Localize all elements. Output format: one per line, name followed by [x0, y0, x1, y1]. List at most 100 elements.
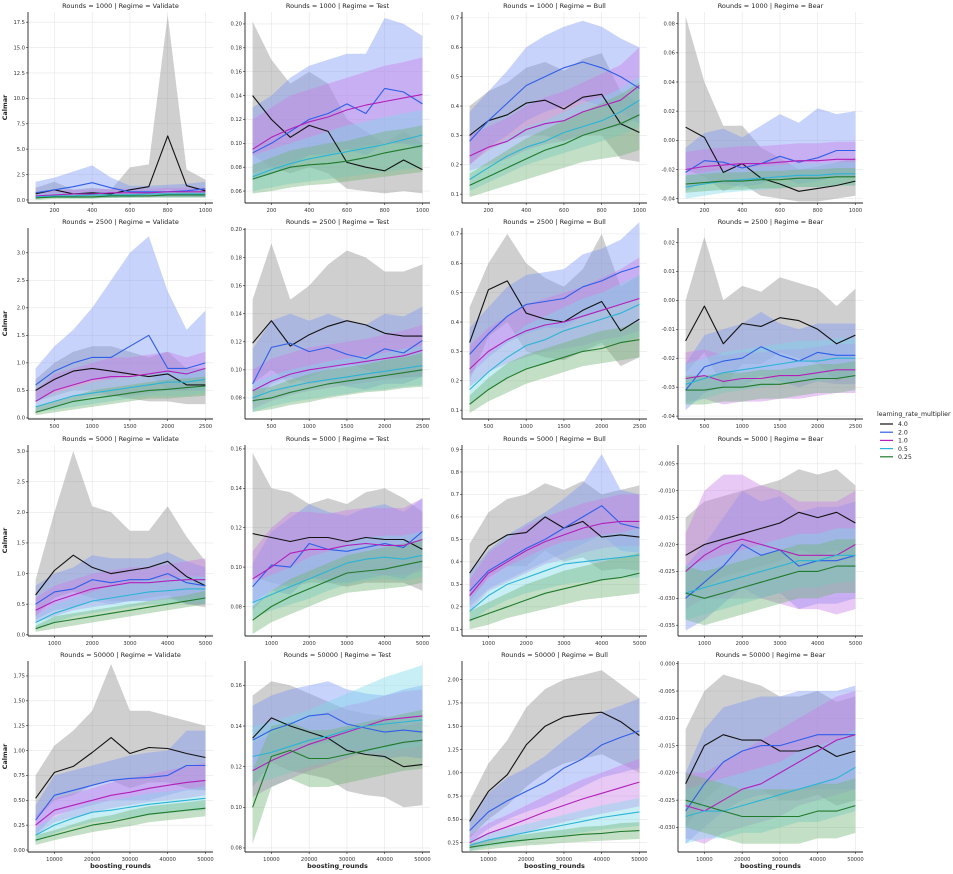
series-line-2.0 — [685, 543, 856, 599]
y-tick-label: 0.02 — [663, 240, 675, 246]
y-tick-label: -0.010 — [658, 489, 675, 495]
y-tick-label: 0.10 — [230, 368, 242, 374]
y-tick-label: 17.5 — [13, 20, 25, 26]
band-0.5 — [252, 665, 423, 783]
x-tick-label: 400 — [737, 208, 747, 214]
series-line-4.0 — [252, 533, 423, 550]
y-tick-label: 0.5 — [451, 74, 459, 80]
legend-label-4.0: 4.0 — [898, 421, 908, 428]
y-tick-label: 0.16 — [230, 283, 242, 289]
series-line-4.0 — [469, 93, 640, 136]
y-tick-label: 0.3 — [451, 349, 459, 355]
x-tick-label: 1500 — [557, 424, 570, 430]
y-tick-label: -0.030 — [658, 825, 675, 831]
y-tick-label: 0.5 — [451, 537, 459, 543]
y-tick-label: 0.1 — [451, 408, 459, 414]
panel-12: 1000 2000 3000 4000 5000 -0.035 -0.030 -0.025 -0… — [658, 435, 863, 647]
band-4.0 — [685, 16, 856, 202]
y-tick-label: 0.5 — [17, 388, 25, 394]
series-line-4.0 — [685, 305, 856, 345]
band-1.0 — [469, 494, 640, 612]
x-tick-label: 1000 — [698, 641, 711, 647]
band-2.0 — [469, 698, 640, 843]
band-0.5 — [685, 729, 856, 844]
y-tick-label: 0.1 — [451, 627, 459, 633]
y-tick-label: 0.01 — [663, 269, 675, 275]
series-line-1.0 — [35, 191, 206, 197]
x-tick-label: 50000 — [631, 857, 648, 863]
x-tick-label: 500 — [483, 424, 493, 430]
x-tick-label: 20000 — [518, 857, 535, 863]
series-line-2.0 — [35, 334, 206, 386]
series-line-0.25 — [35, 385, 206, 413]
y-tick-label: 0.08 — [230, 396, 242, 402]
x-tick-label: 1000 — [633, 208, 646, 214]
panel-title: Rounds = 5000 | Regime = Test — [286, 435, 390, 443]
series-line-0.5 — [469, 99, 640, 180]
series-line-0.5 — [252, 134, 423, 178]
band-2.0 — [469, 20, 640, 165]
panel-title: Rounds = 5000 | Regime = Bear — [718, 435, 824, 443]
panel-title: Rounds = 5000 | Regime = Validate — [62, 435, 179, 443]
y-tick-label: 2.5 — [17, 278, 25, 284]
series-line-1.0 — [252, 538, 423, 580]
band-2.0 — [35, 165, 206, 198]
y-tick-label: 0.16 — [230, 69, 242, 75]
x-tick-label: 600 — [125, 208, 135, 214]
panel-title: Rounds = 2500 | Regime = Bull — [503, 218, 606, 226]
series-line-4.0 — [469, 711, 640, 822]
panel-11: 1000 2000 3000 4000 5000 0.1 0.2 0.3 0.4 0.5 0.6 0.… — [451, 435, 647, 647]
x-tick-label: 40000 — [593, 857, 610, 863]
series-line-2.0 — [469, 61, 640, 142]
y-tick-label: 0.75 — [13, 773, 25, 779]
band-4.0 — [252, 243, 423, 384]
series-line-1.0 — [469, 297, 640, 370]
y-tick-label: 0.7 — [451, 232, 459, 238]
x-tick-label: 40000 — [376, 857, 393, 863]
series-line-2.0 — [469, 505, 640, 592]
series-line-1.0 — [35, 579, 206, 611]
x-tick-label: 1000 — [736, 424, 749, 430]
y-tick-label: 0.2 — [451, 605, 459, 611]
y-tick-label: 0.00 — [663, 138, 675, 144]
panel-8: 500 1000 1500 2000 2500 -0.04 -0.03 -0.02 -0.01 0… — [662, 218, 863, 430]
x-tick-label: 800 — [163, 208, 173, 214]
y-tick-label: 1.75 — [447, 701, 459, 707]
x-tick-label: 1000 — [482, 641, 495, 647]
band-1.0 — [252, 689, 423, 798]
y-tick-label: 0.25 — [13, 823, 25, 829]
panel-15: 10000 20000 30000 40000 50000 0.25 0.50 0.75 1.0… — [447, 651, 647, 870]
y-tick-label: 0.50 — [13, 798, 25, 804]
y-tick-label: 0.5 — [451, 290, 459, 296]
x-tick-label: 10000 — [480, 857, 497, 863]
y-tick-label: 0.12 — [230, 117, 242, 123]
y-axis-label: Calmar — [1, 94, 9, 121]
series-line-4.0 — [685, 511, 856, 556]
band-0.25 — [35, 800, 206, 845]
band-4.0 — [35, 664, 206, 821]
band-0.5 — [35, 576, 206, 629]
x-tick-label: 1000 — [849, 208, 862, 214]
series-line-0.25 — [685, 565, 856, 599]
x-tick-label: 5000 — [416, 641, 429, 647]
panel-4: 200 400 600 800 1000 -0.04 -0.02 0.00 0.02 0.04 0.… — [662, 2, 863, 214]
y-tick-label: 0.75 — [447, 794, 459, 800]
series-line-2.0 — [685, 734, 856, 812]
y-tick-label: 0.00 — [13, 848, 25, 854]
y-tick-label: 0.6 — [451, 261, 459, 267]
y-tick-label: -0.020 — [658, 542, 675, 548]
y-tick-label: 1.0 — [17, 361, 25, 367]
band-0.5 — [469, 76, 640, 192]
gridlines — [678, 445, 863, 636]
band-1.0 — [685, 691, 856, 844]
y-tick-label: 1.5 — [17, 333, 25, 339]
band-2.0 — [252, 498, 423, 611]
series-line-0.25 — [35, 807, 206, 841]
y-tick-label: 0.04 — [663, 80, 675, 86]
y-tick-label: 1.50 — [13, 699, 25, 705]
y-tick-label: -0.020 — [658, 771, 675, 777]
x-tick-label: 2000 — [595, 424, 608, 430]
y-tick-label: 0.10 — [230, 141, 242, 147]
y-tick-label: 15.0 — [13, 45, 25, 51]
y-tick-label: 1.25 — [13, 723, 25, 729]
